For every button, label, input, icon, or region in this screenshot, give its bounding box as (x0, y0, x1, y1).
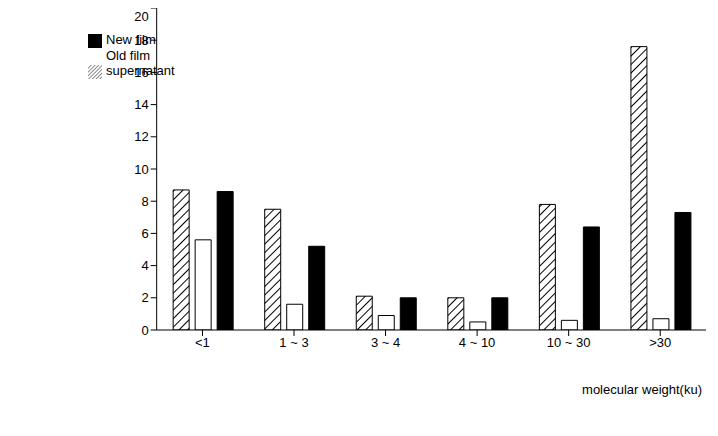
svg-text:6: 6 (141, 226, 148, 241)
svg-text:12: 12 (134, 129, 148, 144)
svg-text:10 ~ 30: 10 ~ 30 (547, 335, 591, 350)
svg-text:18: 18 (134, 33, 148, 48)
svg-text:3 ~ 4: 3 ~ 4 (371, 335, 400, 350)
svg-text:0: 0 (141, 323, 148, 338)
svg-text:1 ~ 3: 1 ~ 3 (279, 335, 308, 350)
svg-text:4: 4 (141, 258, 148, 273)
svg-text:>30: >30 (649, 335, 671, 350)
svg-text:16: 16 (134, 65, 148, 80)
svg-text:2: 2 (141, 290, 148, 305)
svg-text:20: 20 (134, 9, 148, 24)
svg-text:8: 8 (141, 194, 148, 209)
svg-text:14: 14 (134, 97, 148, 112)
svg-text:4 ~ 10: 4 ~ 10 (459, 335, 496, 350)
svg-text:<1: <1 (195, 335, 210, 350)
svg-text:molecular weight(ku): molecular weight(ku) (582, 382, 702, 397)
svg-text:10: 10 (134, 162, 148, 177)
